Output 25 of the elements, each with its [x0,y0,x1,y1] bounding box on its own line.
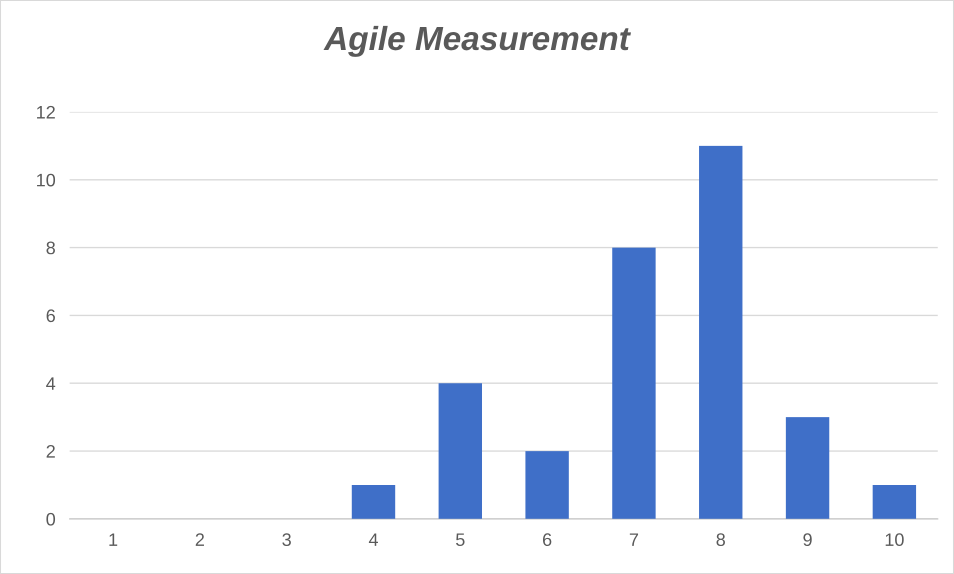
x-tick-label: 2 [196,533,204,546]
x-tick-label: 9 [803,533,812,546]
x-tick-label: 10 [886,533,904,546]
bar [786,417,830,519]
bar [612,248,656,519]
x-tick-label: 4 [368,533,378,546]
y-tick-label: 6 [46,309,55,322]
x-tick-label: 5 [456,533,465,546]
y-tick-label: 2 [46,445,55,458]
bar [525,451,569,519]
x-tick-label: 7 [630,533,638,546]
x-tick-label: 1 [109,533,118,546]
chart-title: Agile Measurement [324,26,631,57]
y-tick-label: 8 [46,242,55,254]
x-tick-label: 3 [282,533,291,546]
y-tick-label: 0 [46,512,56,526]
x-tick-label: 6 [543,533,552,546]
y-tick-label: 10 [37,174,56,186]
y-tick-label: 12 [37,106,55,118]
x-tick-label: 8 [716,533,725,546]
y-tick-label: 4 [46,377,56,390]
bar [699,146,742,519]
bar [438,383,482,519]
bar [872,484,916,519]
bar [352,484,396,519]
